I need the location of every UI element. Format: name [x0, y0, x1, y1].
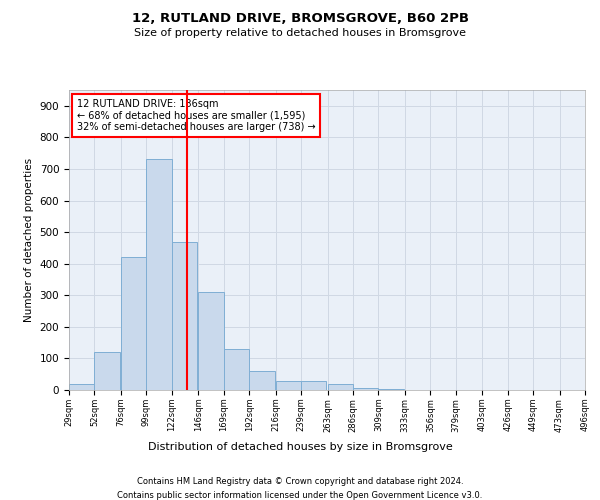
Text: 12 RUTLAND DRIVE: 136sqm
← 68% of detached houses are smaller (1,595)
32% of sem: 12 RUTLAND DRIVE: 136sqm ← 68% of detach…	[77, 99, 316, 132]
Text: Contains HM Land Registry data © Crown copyright and database right 2024.: Contains HM Land Registry data © Crown c…	[137, 478, 463, 486]
Text: Contains public sector information licensed under the Open Government Licence v3: Contains public sector information licen…	[118, 491, 482, 500]
Bar	[249, 371, 275, 390]
Bar	[69, 384, 94, 390]
Y-axis label: Number of detached properties: Number of detached properties	[24, 158, 34, 322]
Text: Distribution of detached houses by size in Bromsgrove: Distribution of detached houses by size …	[148, 442, 452, 452]
Bar	[224, 349, 249, 390]
Text: 12, RUTLAND DRIVE, BROMSGROVE, B60 2PB: 12, RUTLAND DRIVE, BROMSGROVE, B60 2PB	[131, 12, 469, 26]
Bar	[146, 160, 172, 390]
Bar	[353, 388, 379, 390]
Bar	[301, 380, 326, 390]
Bar	[94, 352, 120, 390]
Bar	[121, 258, 146, 390]
Bar	[275, 380, 301, 390]
Bar	[172, 242, 197, 390]
Bar	[198, 292, 224, 390]
Text: Size of property relative to detached houses in Bromsgrove: Size of property relative to detached ho…	[134, 28, 466, 38]
Bar	[328, 384, 353, 390]
